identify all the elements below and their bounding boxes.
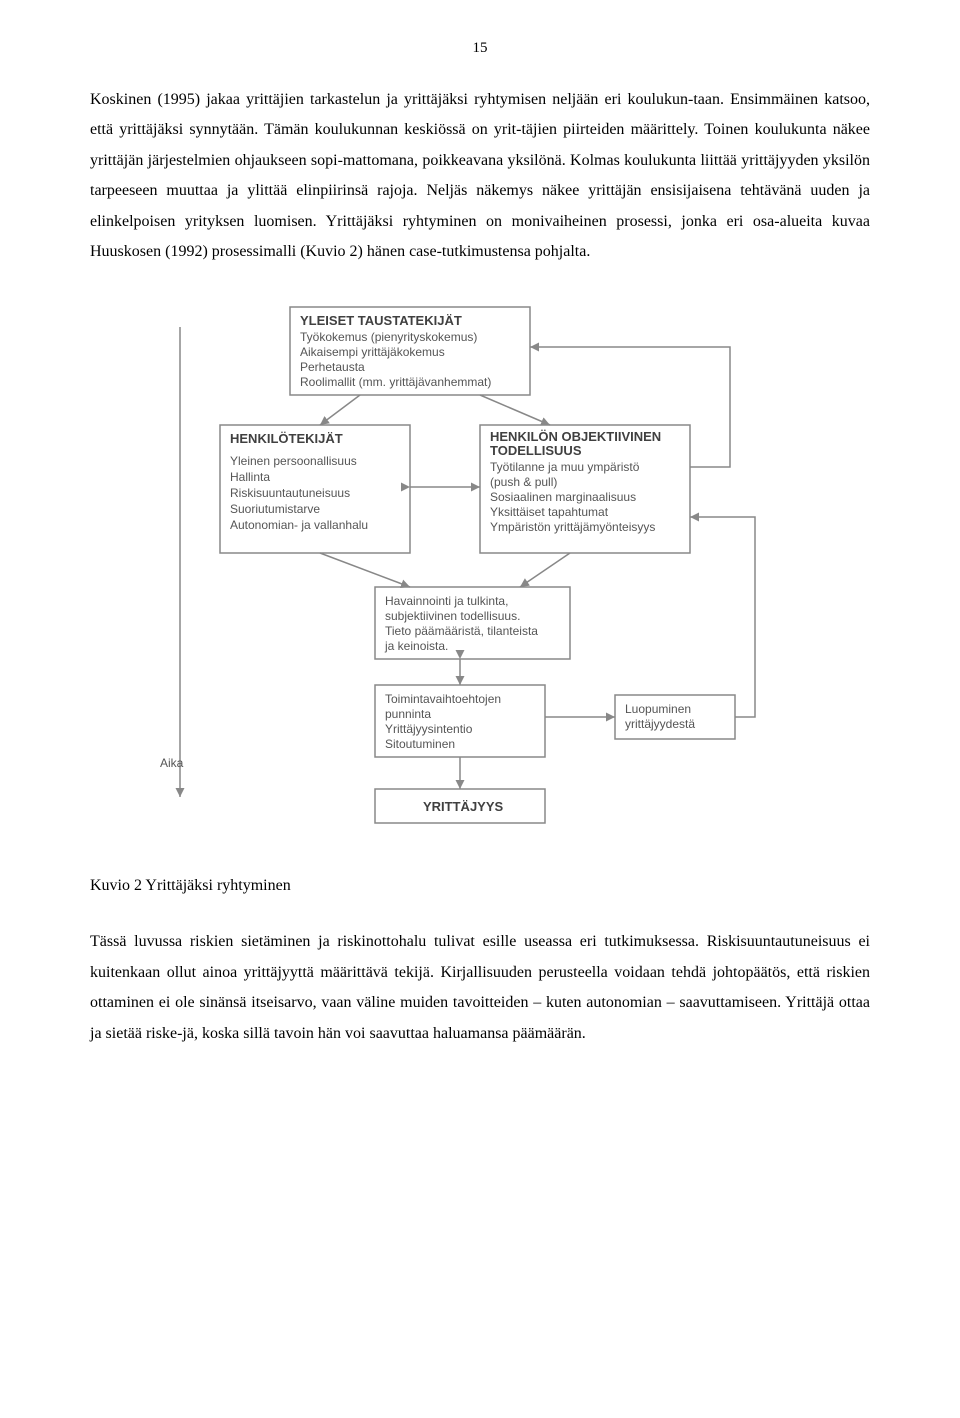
svg-text:Luopuminen: Luopuminen [625,702,691,716]
figure-2-flowchart: YLEISET TAUSTATEKIJÄT Työkokemus (pienyri… [90,297,870,837]
svg-text:yrittäjyydestä: yrittäjyydestä [625,717,695,731]
svg-text:YLEISET TAUSTATEKIJÄT: YLEISET TAUSTATEKIJÄT [300,313,462,328]
svg-text:YRITTÄJYYS: YRITTÄJYYS [423,799,504,814]
svg-text:Perhetausta: Perhetausta [300,360,365,374]
svg-text:TODELLISUUS: TODELLISUUS [490,443,582,458]
svg-text:Sitoutuminen: Sitoutuminen [385,737,455,751]
svg-text:Suoriutumistarve: Suoriutumistarve [230,502,320,516]
svg-text:(push & pull): (push & pull) [490,475,557,489]
svg-text:Työtilanne ja muu ympäristö: Työtilanne ja muu ympäristö [490,460,640,474]
svg-text:HENKILÖN OBJEKTIIVINEN: HENKILÖN OBJEKTIIVINEN [490,429,661,444]
figure-2-caption: Kuvio 2 Yrittäjäksi ryhtyminen [90,877,870,895]
paragraph-1: Koskinen (1995) jakaa yrittäjien tarkast… [90,85,870,267]
svg-text:Tieto päämääristä, tilanteista: Tieto päämääristä, tilanteista [385,624,538,638]
svg-text:Ympäristön yrittäjämyönteisyys: Ympäristön yrittäjämyönteisyys [490,520,655,534]
svg-text:Aika: Aika [160,756,184,770]
svg-text:Työkokemus (pienyrityskokemus): Työkokemus (pienyrityskokemus) [300,330,477,344]
svg-text:Hallinta: Hallinta [230,470,270,484]
svg-text:Roolimallit (mm. yrittäjävanhe: Roolimallit (mm. yrittäjävanhemmat) [300,375,491,389]
svg-text:Yleinen persoonallisuus: Yleinen persoonallisuus [230,454,357,468]
svg-text:HENKILÖTEKIJÄT: HENKILÖTEKIJÄT [230,431,343,446]
svg-text:Sosiaalinen marginaalisuus: Sosiaalinen marginaalisuus [490,490,636,504]
svg-text:Autonomian- ja vallanhalu: Autonomian- ja vallanhalu [230,518,368,532]
svg-text:subjektiivinen todellisuus.: subjektiivinen todellisuus. [385,609,520,623]
svg-text:Aikaisempi yrittäjäkokemus: Aikaisempi yrittäjäkokemus [300,345,445,359]
paragraph-2: Tässä luvussa riskien sietäminen ja risk… [90,927,870,1049]
svg-text:punninta: punninta [385,707,431,721]
svg-text:Toimintavaihtoehtojen: Toimintavaihtoehtojen [385,692,501,706]
svg-text:Riskisuuntautuneisuus: Riskisuuntautuneisuus [230,486,350,500]
svg-text:Yrittäjyysintentio: Yrittäjyysintentio [385,722,473,736]
svg-text:Yksittäiset tapahtumat: Yksittäiset tapahtumat [490,505,609,519]
svg-text:ja keinoista.: ja keinoista. [384,639,448,653]
svg-text:Havainnointi ja tulkinta,: Havainnointi ja tulkinta, [385,594,508,608]
page-number: 15 [90,40,870,57]
